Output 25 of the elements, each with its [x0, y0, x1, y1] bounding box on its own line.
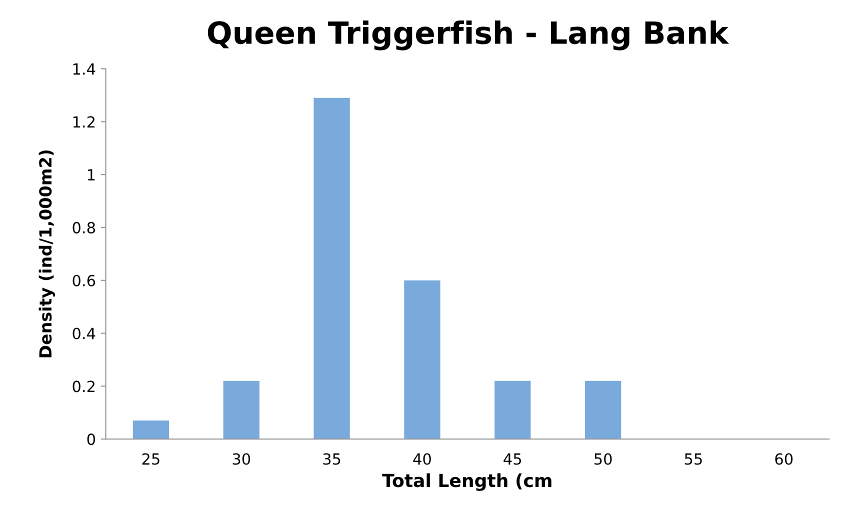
- x-tick-label: 30: [232, 453, 250, 465]
- bar: [314, 98, 350, 440]
- x-tick-label: 40: [413, 453, 431, 465]
- y-axis-title: Density (ind/1,000m2): [38, 150, 56, 358]
- y-tick-label: 0.4: [72, 328, 96, 340]
- x-tick-label: 25: [142, 453, 160, 465]
- x-tick-label: 55: [684, 453, 702, 465]
- x-tick-label: 60: [775, 453, 793, 465]
- x-tick-label: 35: [323, 453, 340, 465]
- y-tick-label: 0.2: [72, 380, 94, 392]
- bar: [404, 280, 440, 440]
- y-tick-label: 1.2: [73, 116, 94, 128]
- bar: [584, 380, 622, 440]
- x-tick-label: 50: [594, 453, 612, 465]
- y-tick-label: 0: [87, 434, 96, 446]
- chart-title: Queen Triggerfish - Lang Bank: [208, 20, 730, 50]
- x-tick-label: 45: [504, 453, 522, 465]
- bar: [132, 420, 170, 440]
- bar: [494, 380, 531, 440]
- y-tick-label: 1.4: [73, 63, 96, 75]
- y-tick-label: 0.8: [72, 222, 95, 234]
- y-tick-label: 1: [88, 169, 95, 180]
- bar: [223, 380, 260, 440]
- x-axis-title: Total Length (cm: [382, 473, 552, 491]
- y-tick-label: 0.6: [72, 274, 96, 286]
